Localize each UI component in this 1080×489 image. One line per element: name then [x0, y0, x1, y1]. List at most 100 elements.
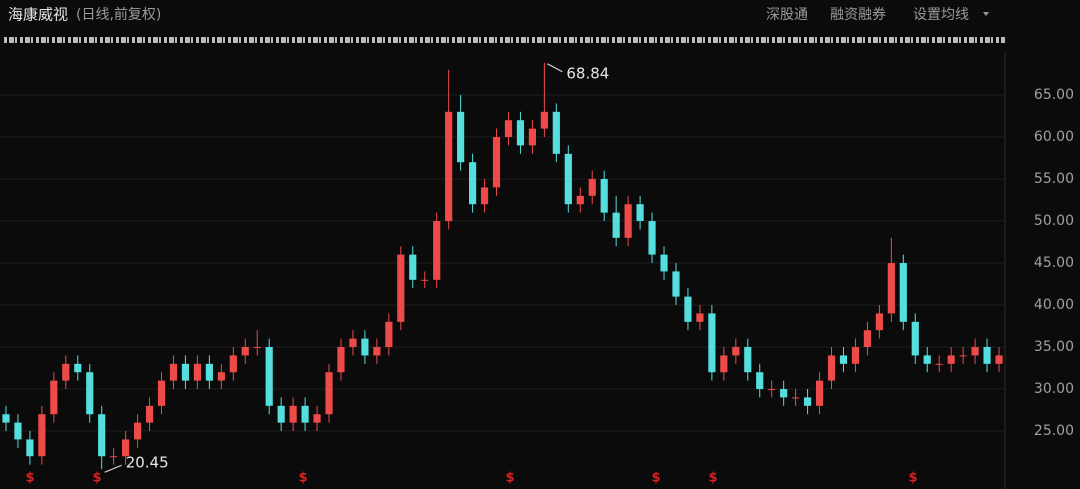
candle-body	[504, 120, 513, 138]
candle-body	[14, 422, 22, 440]
event-marker: $	[651, 471, 660, 486]
tab-button[interactable]: 融资融券	[830, 7, 886, 23]
candle-body	[935, 363, 943, 365]
candle-body	[959, 355, 967, 357]
candle-body	[229, 355, 237, 373]
candle-body	[373, 347, 381, 356]
chart-mode: (日线,前复权)	[76, 6, 161, 23]
candle-body	[804, 397, 812, 406]
candle-body	[744, 347, 752, 373]
annotation-arrow	[547, 63, 563, 73]
candle-body	[708, 313, 716, 373]
candle-body	[265, 347, 273, 406]
candle-body	[672, 271, 680, 297]
event-marker: $	[708, 471, 717, 486]
dropdown-arrow[interactable]	[983, 12, 989, 16]
candle-body	[361, 338, 369, 356]
candle-body	[157, 380, 166, 406]
candle-body	[732, 347, 740, 356]
candle-body	[134, 422, 142, 440]
y-tick-label: 25.00	[1034, 423, 1074, 439]
candle-body	[289, 405, 297, 423]
candle-body	[325, 372, 333, 415]
tab-button[interactable]: 深股通	[766, 7, 808, 23]
min-price-label: 20.45	[126, 454, 169, 472]
candle-body	[983, 347, 991, 364]
candle-body	[122, 439, 130, 457]
event-marker: $	[908, 471, 917, 486]
candle-body	[110, 456, 118, 458]
candle-body	[528, 128, 536, 146]
candle-body	[480, 187, 489, 205]
event-marker: $	[298, 471, 307, 486]
candle-body	[457, 111, 465, 163]
candle-body	[397, 254, 405, 322]
candle-body	[588, 179, 596, 196]
event-marker: $	[92, 471, 101, 486]
candle-body	[576, 195, 584, 205]
candle-body	[684, 296, 692, 322]
candle-body	[217, 372, 225, 381]
y-tick-label: 35.00	[1034, 339, 1074, 355]
candle-body	[995, 355, 1003, 364]
candle-body	[875, 313, 883, 331]
candle-body	[277, 405, 285, 423]
candle-body	[648, 221, 656, 255]
candle-body	[923, 355, 931, 364]
candle-body	[887, 263, 895, 314]
candle-body	[26, 439, 34, 457]
candle-body	[409, 254, 417, 280]
candle-body	[516, 120, 525, 146]
candle-body	[205, 363, 213, 381]
candle-body	[768, 389, 776, 391]
candle-body	[636, 204, 644, 222]
candle-body	[2, 414, 10, 423]
candle-body	[863, 330, 871, 348]
y-tick-label: 30.00	[1034, 381, 1074, 397]
candle-body	[421, 279, 429, 281]
candle-body	[540, 111, 548, 129]
event-marker: $	[505, 471, 514, 486]
candle-body	[145, 405, 154, 423]
y-tick-label: 40.00	[1034, 297, 1074, 313]
candle-body	[181, 363, 190, 381]
candle-body	[564, 153, 572, 205]
candle-body	[313, 414, 321, 423]
candle-body	[349, 338, 357, 348]
candle-body	[62, 363, 70, 381]
candle-body	[947, 355, 955, 364]
candle-body	[780, 389, 788, 398]
candle-body	[792, 397, 800, 399]
candle-body	[552, 111, 560, 154]
y-tick-label: 60.00	[1034, 129, 1074, 145]
candle-body	[469, 162, 477, 205]
candle-body	[827, 355, 836, 381]
candle-body	[98, 414, 106, 457]
candle-body	[193, 363, 201, 381]
candle-body	[899, 263, 907, 322]
y-tick-label: 55.00	[1034, 171, 1074, 187]
candle-body	[600, 179, 608, 213]
candle-body	[169, 363, 178, 381]
candle-body	[696, 313, 704, 322]
stock-name: 海康威视	[8, 6, 68, 24]
candle-body	[839, 355, 848, 364]
candle-body	[612, 212, 620, 238]
candle-body	[492, 137, 501, 188]
tab-button[interactable]: 设置均线	[913, 7, 969, 23]
candle-body	[241, 347, 249, 356]
y-tick-label: 65.00	[1034, 87, 1074, 103]
candle-body	[815, 380, 824, 406]
candle-body	[624, 204, 632, 238]
candle-body	[660, 254, 668, 272]
candle-body	[50, 380, 58, 415]
candle-body	[253, 347, 261, 349]
candle-body	[301, 405, 309, 423]
candle-body	[445, 111, 453, 222]
event-marker: $	[25, 471, 34, 486]
candle-body	[74, 363, 82, 373]
candle-body	[756, 372, 764, 390]
